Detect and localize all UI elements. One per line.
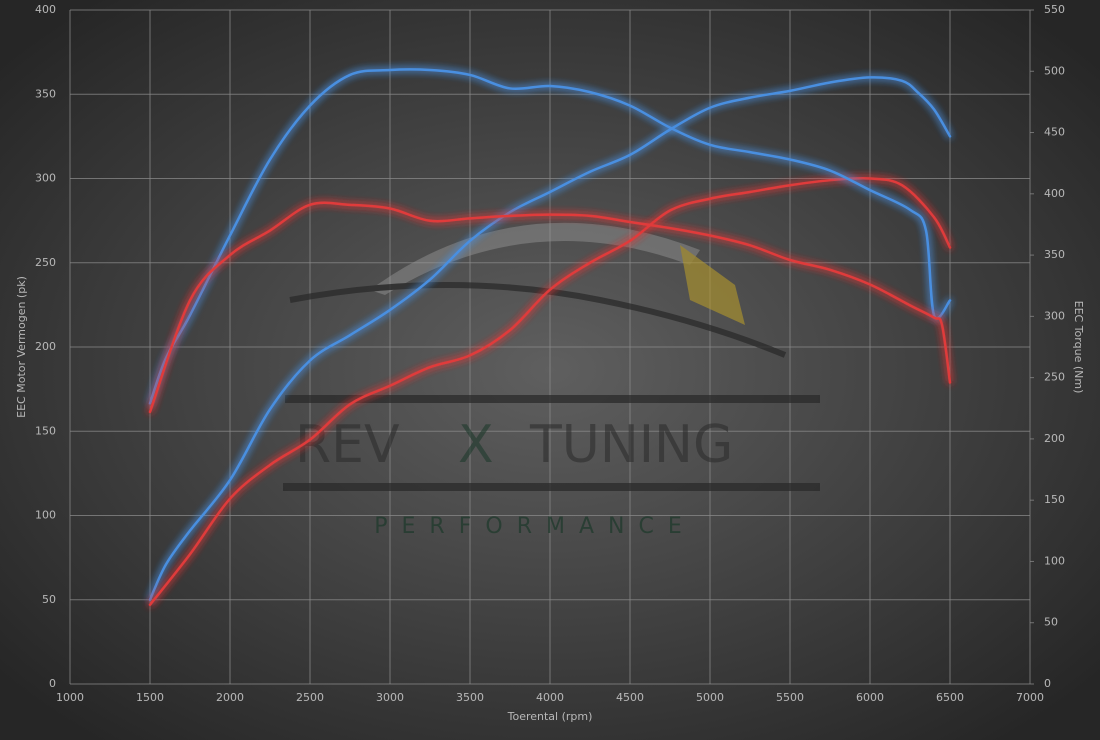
y-tick-label: 300 <box>35 172 56 185</box>
y2-tick-label: 550 <box>1044 3 1065 16</box>
y2-tick-label: 450 <box>1044 126 1065 139</box>
y2-tick-label: 100 <box>1044 554 1065 567</box>
y2-tick-label: 400 <box>1044 187 1065 200</box>
series-line <box>148 201 952 414</box>
y2-axis-label: EEC Torque (Nm) <box>1072 301 1085 394</box>
x-tick-label: 5000 <box>696 691 724 704</box>
y-tick-label: 100 <box>35 509 56 522</box>
x-tick-label: 1500 <box>136 691 164 704</box>
y2-tick-label: 300 <box>1044 309 1065 322</box>
watermark-text: REV <box>295 415 400 475</box>
y2-tick-label: 200 <box>1044 432 1065 445</box>
y2-tick-label: 150 <box>1044 493 1065 506</box>
logo-gauge <box>680 245 745 325</box>
y-tick-label: 250 <box>35 256 56 269</box>
x-tick-label: 2500 <box>296 691 324 704</box>
x-tick-label: 2000 <box>216 691 244 704</box>
watermark-text: PERFORMANCE <box>374 514 695 539</box>
x-tick-label: 1000 <box>56 691 84 704</box>
x-tick-label: 4500 <box>616 691 644 704</box>
watermark-text: X <box>458 415 494 475</box>
logo-bar <box>283 483 820 491</box>
y2-tick-label: 0 <box>1044 677 1051 690</box>
y2-tick-label: 250 <box>1044 371 1065 384</box>
series-line <box>148 68 952 405</box>
y-tick-label: 400 <box>35 3 56 16</box>
watermark-text: TUNING <box>529 415 733 475</box>
x-tick-label: 6500 <box>936 691 964 704</box>
x-tick-label: 4000 <box>536 691 564 704</box>
x-tick-label: 3000 <box>376 691 404 704</box>
y2-tick-label: 500 <box>1044 64 1065 77</box>
y-tick-label: 350 <box>35 87 56 100</box>
grid: 1000 1500 2000 2500 3000 3500 4000 4500 5000 5500… <box>35 3 1065 704</box>
watermark: REV X TUNING PERFORMANCE <box>283 222 820 539</box>
y-tick-label: 150 <box>35 424 56 437</box>
y-tick-label: 200 <box>35 340 56 353</box>
y-axis-label: EEC Motor Vermogen (pk) <box>15 276 28 418</box>
y-tick-label: 0 <box>49 677 56 690</box>
x-tick-label: 6000 <box>856 691 884 704</box>
plot <box>148 68 952 607</box>
logo-car <box>289 282 787 358</box>
y2-tick-label: 50 <box>1044 616 1058 629</box>
x-tick-label: 3500 <box>456 691 484 704</box>
logo-bar <box>285 395 820 403</box>
x-tick-label: 7000 <box>1016 691 1044 704</box>
logo-arc <box>370 222 700 295</box>
y-tick-label: 50 <box>42 593 56 606</box>
y2-tick-label: 350 <box>1044 248 1065 261</box>
x-axis-label: Toerental (rpm) <box>507 710 593 723</box>
series-line <box>148 76 952 601</box>
x-tick-label: 5500 <box>776 691 804 704</box>
